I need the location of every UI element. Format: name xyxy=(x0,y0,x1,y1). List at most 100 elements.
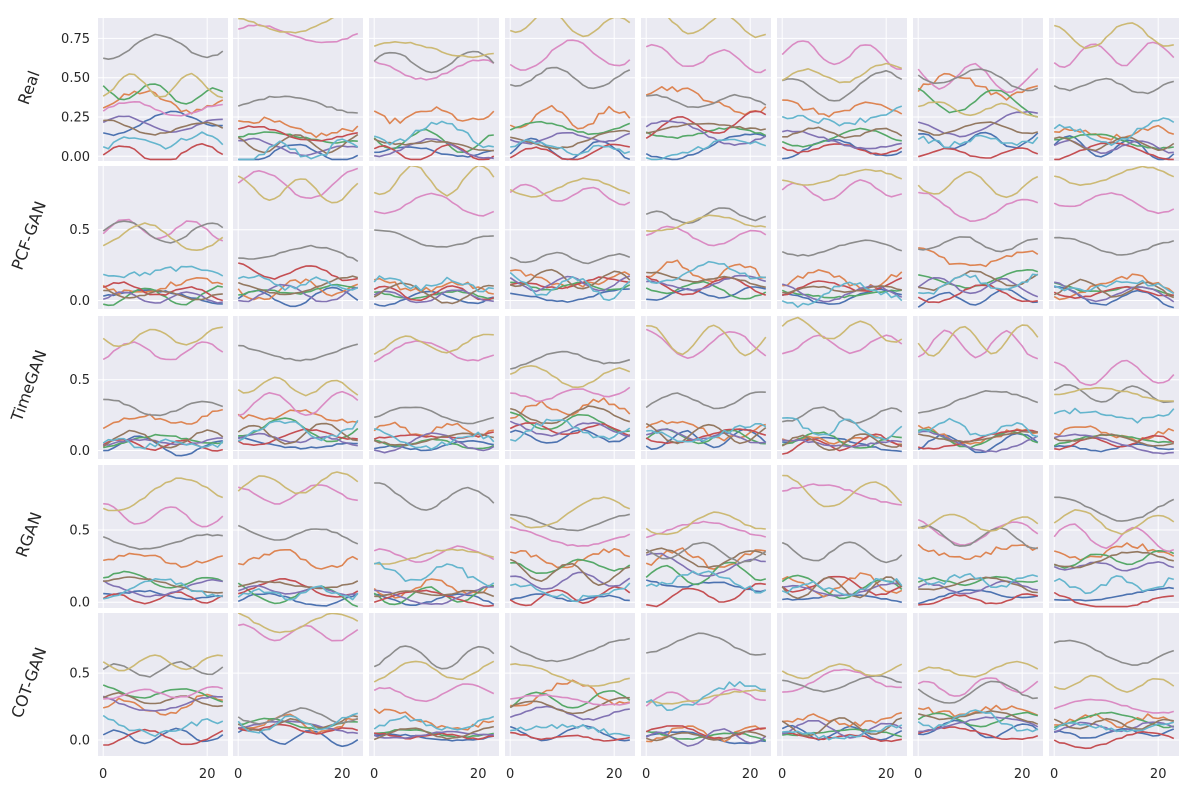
series-line-s6 xyxy=(781,433,903,452)
y-tick-label: 0.5 xyxy=(69,373,90,388)
series-line-s8 xyxy=(1054,236,1175,256)
series-line-s4 xyxy=(102,591,224,605)
series-line-s10 xyxy=(373,275,494,293)
series-line-s9 xyxy=(917,660,1039,678)
series-line-s2 xyxy=(782,711,902,728)
x-tick-label: 20 xyxy=(199,767,216,782)
series-line-s8 xyxy=(373,50,495,74)
series-line-s7 xyxy=(917,329,1039,360)
series-line-s8 xyxy=(918,236,1038,253)
series-line-s6 xyxy=(1053,136,1175,152)
panel-r3-c1: 0.0 0.5 TimeGAN xyxy=(7,316,228,459)
series-line-s10 xyxy=(103,577,223,600)
x-tick-label: 0 xyxy=(642,767,650,782)
series-line-s8 xyxy=(917,68,1039,92)
series-line-s3 xyxy=(238,283,358,296)
series-line-s4 xyxy=(1054,434,1175,451)
series-line-s8 xyxy=(510,513,630,532)
series-line-s10 xyxy=(237,419,359,442)
series-line-s6 xyxy=(373,725,494,741)
series-line-s1 xyxy=(102,727,224,745)
series-line-s7 xyxy=(782,668,902,693)
series-line-s4 xyxy=(645,428,767,445)
series-line-s5 xyxy=(1054,281,1175,303)
series-line-s5 xyxy=(102,695,223,712)
series-line-s1 xyxy=(918,131,1039,150)
series-line-s10 xyxy=(237,712,359,734)
y-tick-label: 0.0 xyxy=(69,444,90,459)
series-line-s3 xyxy=(917,575,1038,587)
series-line-s4 xyxy=(782,433,903,455)
series-line-s10 xyxy=(917,709,1039,733)
series-line-s7 xyxy=(373,545,495,563)
series-line-s9 xyxy=(510,662,630,687)
series-line-s3 xyxy=(509,690,631,709)
series-line-s5 xyxy=(1053,433,1174,455)
series-line-s1 xyxy=(238,143,359,161)
series-line-s7 xyxy=(373,683,495,703)
series-line-s9 xyxy=(781,316,903,343)
series-line-s4 xyxy=(510,276,630,290)
series-line-s8 xyxy=(782,406,903,425)
series-line-s9 xyxy=(917,171,1039,199)
series-line-s5 xyxy=(237,432,358,447)
series-line-s2 xyxy=(917,72,1038,101)
series-line-s2 xyxy=(782,269,903,291)
y-tick-label: 0.5 xyxy=(69,524,90,539)
series-line-s8 xyxy=(238,244,359,263)
series-line-s2 xyxy=(1053,273,1175,301)
series-line-s10 xyxy=(646,422,767,443)
series-line-s2 xyxy=(510,679,630,707)
series-line-s6 xyxy=(645,422,767,445)
series-line-s8 xyxy=(509,66,631,90)
panel-background xyxy=(233,316,363,459)
series-line-s3 xyxy=(102,83,224,105)
series-line-s1 xyxy=(646,286,766,301)
series-line-s1 xyxy=(374,439,494,452)
panel-r4-c3 xyxy=(369,465,499,608)
series-line-s6 xyxy=(918,710,1039,725)
series-line-s6 xyxy=(237,422,358,445)
series-line-s9 xyxy=(646,214,766,233)
series-line-s2 xyxy=(374,277,494,295)
series-line-s4 xyxy=(373,143,495,161)
panel-r4-c4 xyxy=(505,465,635,608)
series-line-s8 xyxy=(238,343,358,362)
series-line-s8 xyxy=(1053,639,1175,666)
series-line-s8 xyxy=(645,541,767,564)
series-line-s9 xyxy=(373,166,495,197)
series-line-s7 xyxy=(1053,698,1175,714)
series-line-s3 xyxy=(1053,711,1175,729)
panel-r4-c8 xyxy=(1049,465,1179,608)
series-line-s2 xyxy=(237,409,358,424)
series-line-s7 xyxy=(509,39,631,71)
series-line-s4 xyxy=(102,143,224,161)
series-line-s3 xyxy=(917,711,1039,728)
panel-r2-c8 xyxy=(1049,166,1179,309)
series-line-s5 xyxy=(374,138,494,160)
panel-r5-c5: 0 20 xyxy=(641,613,771,782)
series-line-s7 xyxy=(645,328,767,360)
series-line-s7 xyxy=(509,526,631,548)
series-line-s4 xyxy=(509,585,631,607)
series-line-s6 xyxy=(781,717,903,737)
series-line-s9 xyxy=(237,376,359,397)
series-line-s4 xyxy=(918,593,1038,606)
x-tick-label: 20 xyxy=(606,767,623,782)
series-line-s9 xyxy=(1054,386,1174,402)
series-line-s8 xyxy=(645,207,767,224)
series-line-s10 xyxy=(509,271,631,302)
series-line-s4 xyxy=(645,110,767,139)
series-line-s4 xyxy=(102,281,224,302)
y-tick-label: 0.00 xyxy=(61,150,90,165)
series-line-s9 xyxy=(237,175,359,204)
panel-background xyxy=(233,613,363,756)
series-line-s8 xyxy=(646,93,767,109)
series-line-s5 xyxy=(646,428,766,444)
series-line-s10 xyxy=(782,416,903,441)
series-line-s5 xyxy=(238,283,358,303)
series-line-s6 xyxy=(237,133,359,155)
series-line-s9 xyxy=(645,511,766,536)
series-line-s9 xyxy=(102,654,223,672)
series-line-s8 xyxy=(237,524,359,545)
